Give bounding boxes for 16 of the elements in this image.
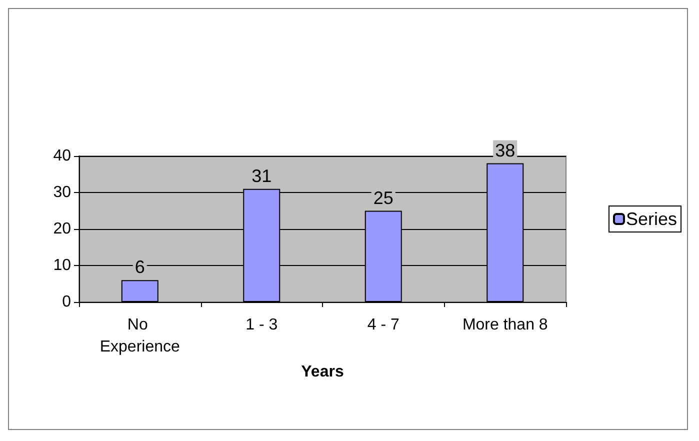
x-tick-label: More than 8 (462, 316, 548, 334)
y-tick-label: 20 (53, 220, 72, 238)
x-tick-label: No Experience (100, 316, 180, 356)
legend-label: Series (626, 209, 678, 229)
x-tick-label: 1 - 3 (246, 316, 278, 334)
y-tick-label: 40 (53, 148, 72, 164)
data-label: 25 (373, 188, 394, 208)
x-axis-title: Years (301, 364, 344, 380)
bar (121, 280, 158, 302)
y-tick-label: 10 (53, 257, 72, 274)
data-label: 38 (495, 140, 516, 160)
y-tick-label: 0 (62, 294, 72, 310)
y-tick-label: 30 (53, 184, 72, 201)
data-label: 6 (134, 257, 145, 278)
x-tick-label: 4 - 7 (367, 316, 400, 334)
data-label: 31 (252, 166, 272, 186)
